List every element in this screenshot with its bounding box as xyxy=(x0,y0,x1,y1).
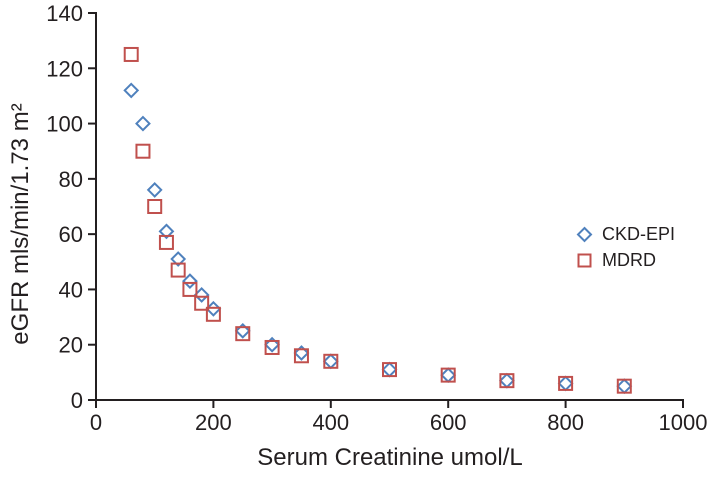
data-point-mdrd xyxy=(264,339,280,355)
data-point-ckd-epi xyxy=(557,375,574,392)
data-point-ckd-epi xyxy=(264,336,281,353)
square-marker-shape xyxy=(577,253,592,268)
data-point-mdrd xyxy=(205,306,221,322)
data-point-mdrd xyxy=(293,348,309,364)
data-point-ckd-epi xyxy=(158,223,175,240)
data-point-ckd-epi xyxy=(234,322,251,339)
data-point-mdrd xyxy=(147,199,163,214)
y-tick-label: 140 xyxy=(46,1,83,26)
y-tick-label: 0 xyxy=(71,388,83,413)
data-point-ckd-epi xyxy=(182,273,198,290)
data-point-ckd-epi xyxy=(293,345,310,361)
data-point-mdrd xyxy=(158,234,174,250)
legend-label-mdrd: MDRD xyxy=(602,250,656,270)
data-point-mdrd xyxy=(440,367,456,383)
data-point-mdrd xyxy=(135,143,151,159)
diamond-marker-shape xyxy=(576,226,593,243)
legend: CKD-EPI MDRD xyxy=(576,224,675,271)
x-tick-label: 1000 xyxy=(659,410,708,435)
data-point-ckd-epi xyxy=(616,378,633,395)
y-tick-label: 100 xyxy=(46,112,83,137)
data-point-mdrd xyxy=(123,46,139,62)
y-tick-label: 120 xyxy=(46,56,83,81)
data-point-ckd-epi xyxy=(146,181,163,198)
x-axis-title: Serum Creatinine umol/L xyxy=(257,444,523,471)
x-tick-label: 200 xyxy=(195,410,232,435)
data-point-mdrd xyxy=(382,362,397,378)
y-tick-label: 20 xyxy=(59,333,83,358)
data-point-mdrd xyxy=(182,281,198,297)
data-point-ckd-epi xyxy=(440,367,457,384)
data-point-mdrd xyxy=(323,353,339,369)
x-tick-label: 800 xyxy=(547,410,584,435)
data-point-ckd-epi xyxy=(170,251,187,267)
x-tick-label: 400 xyxy=(312,410,349,435)
legend-item-ckd-epi: CKD-EPI xyxy=(576,224,675,245)
y-axis-title: eGFR mls/min/1.73 m² xyxy=(7,103,34,345)
y-tick-label: 40 xyxy=(59,277,83,302)
data-point-ckd-epi xyxy=(381,361,398,378)
mdrd-square-icon xyxy=(577,253,592,268)
legend-item-mdrd: MDRD xyxy=(576,250,675,271)
data-point-ckd-epi xyxy=(498,372,515,389)
ckd-epi-diamond-icon xyxy=(576,226,593,243)
data-point-mdrd xyxy=(170,262,186,278)
data-point-mdrd xyxy=(499,373,515,389)
data-point-mdrd xyxy=(616,378,632,394)
x-tick-label: 600 xyxy=(430,410,467,435)
x-tick-label: 0 xyxy=(90,410,102,435)
y-tick-label: 80 xyxy=(59,167,83,192)
data-point-mdrd xyxy=(235,326,251,342)
data-point-mdrd xyxy=(194,295,210,311)
legend-label-ckd-epi: CKD-EPI xyxy=(602,224,676,244)
data-point-ckd-epi xyxy=(135,115,151,132)
y-tick-label: 60 xyxy=(59,222,83,247)
data-point-mdrd xyxy=(558,375,574,391)
data-point-ckd-epi xyxy=(322,353,339,370)
data-point-ckd-epi xyxy=(123,82,140,99)
